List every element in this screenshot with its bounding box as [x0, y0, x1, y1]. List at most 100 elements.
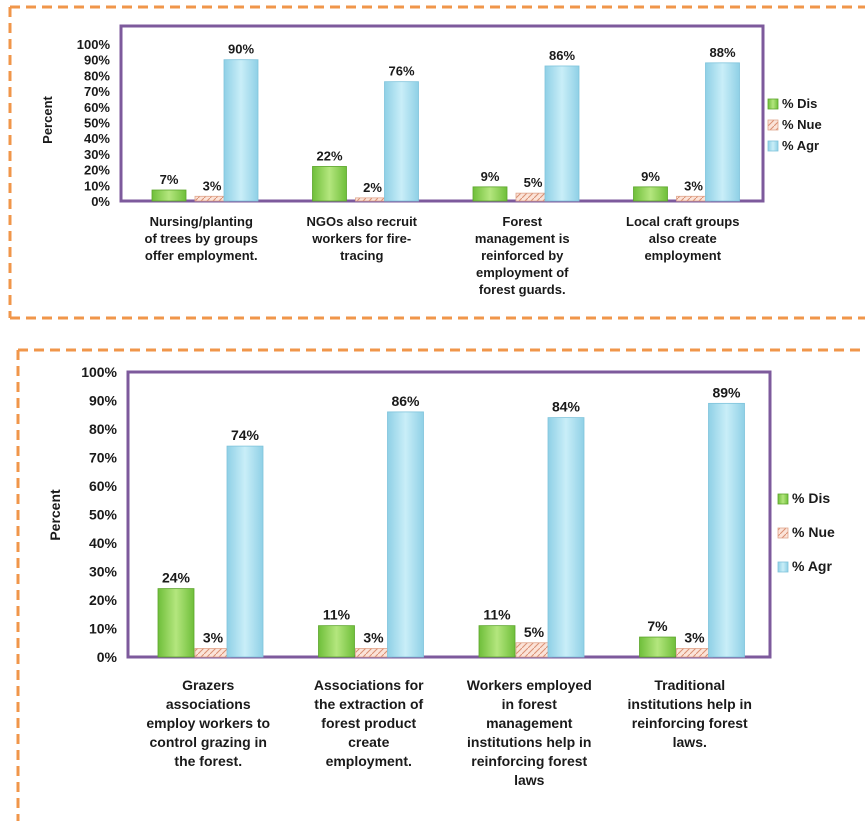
y-tick-label: 60% — [84, 100, 110, 115]
bar-agr — [226, 445, 264, 658]
bar-agr — [384, 81, 419, 202]
data-label: 88% — [709, 45, 735, 60]
category-label-line: the extraction of — [314, 696, 423, 712]
category-label: Associations for the extraction of forest … — [314, 677, 424, 769]
category-label: Traditional institutions help in reinforci… — [628, 677, 752, 750]
y-tick-label: 10% — [84, 178, 110, 193]
category-label-line: offer employment. — [145, 248, 258, 263]
y-tick-label: 40% — [84, 131, 110, 146]
category-label-line: Associations for — [314, 677, 424, 693]
y-tick-label: 20% — [89, 592, 118, 608]
category-label: Forest management is reinforced by employme… — [475, 214, 570, 297]
category-label-line: institutions help in — [467, 734, 591, 750]
data-label: 89% — [712, 384, 741, 400]
category-label-line: Local craft groups — [626, 214, 739, 229]
plot-frame — [119, 24, 765, 203]
bar-dis — [639, 636, 676, 658]
category-label-line: Grazers — [182, 677, 234, 693]
bar-dis — [478, 625, 516, 658]
legend-label: % Dis — [782, 96, 817, 111]
bar-nue — [194, 648, 232, 658]
legend-swatch — [767, 119, 779, 131]
bar-dis — [312, 166, 347, 202]
y-tick-label: 0% — [91, 194, 110, 209]
category-label-line: the forest. — [174, 753, 242, 769]
legend-swatch — [777, 561, 789, 573]
legend-label: % Nue — [782, 117, 822, 132]
category-label: Local craft groups also create employment — [626, 214, 739, 263]
legend-label: % Agr — [792, 558, 832, 574]
data-label: 9% — [641, 169, 660, 184]
bar-dis — [151, 189, 187, 202]
category-label-line: laws — [514, 772, 545, 788]
legend-label: % Dis — [792, 490, 830, 506]
bar-agr — [223, 59, 259, 202]
data-label: 2% — [363, 180, 382, 195]
y-tick-label: 60% — [89, 478, 118, 494]
y-tick-label: 100% — [81, 364, 117, 380]
bar-agr — [544, 65, 580, 202]
category-label-line: create — [348, 734, 389, 750]
y-tick-label: 50% — [84, 116, 110, 131]
data-label: 22% — [316, 148, 342, 163]
bar-dis — [472, 186, 508, 202]
panel-frame-top — [8, 5, 865, 320]
legend-swatch — [767, 98, 779, 110]
category-label-line: forest product — [321, 715, 416, 731]
category-label-line: associations — [166, 696, 251, 712]
legend-swatch — [777, 493, 789, 505]
y-tick-label: 0% — [97, 649, 118, 665]
data-label: 7% — [160, 172, 179, 187]
data-label: 5% — [524, 175, 543, 190]
data-label: 3% — [363, 629, 384, 645]
bar-dis — [633, 186, 668, 202]
category-label-line: Forest — [502, 214, 542, 229]
category-label: Workers employed in forest management insti… — [467, 677, 592, 788]
y-tick-label: 100% — [77, 37, 111, 52]
category-label-line: laws. — [673, 734, 707, 750]
y-tick-label: 30% — [84, 147, 110, 162]
category-label-line: employ workers to — [146, 715, 270, 731]
category-label: Nursing/planting of trees by groups offer … — [145, 214, 258, 263]
category-label-line: employment of — [476, 265, 569, 280]
category-label-line: reinforcing forest — [471, 753, 587, 769]
data-label: 7% — [647, 618, 668, 634]
y-axis-label: Percent — [40, 95, 55, 143]
bar-nue — [676, 648, 713, 658]
data-label: 76% — [388, 64, 414, 79]
legend-swatch — [767, 140, 779, 152]
category-label-line: reinforced by — [481, 248, 564, 263]
chart-top: 0%10%20%30%40%50%60%70%80%90%100%Percent… — [40, 24, 822, 297]
y-tick-label: 30% — [89, 564, 118, 580]
bar-nue — [355, 648, 392, 658]
legend-label: % Agr — [782, 138, 819, 153]
bar-agr — [708, 402, 745, 658]
data-label: 11% — [323, 607, 351, 623]
category-label-line: employment — [644, 248, 721, 263]
data-label: 24% — [162, 570, 191, 586]
bar-agr — [705, 62, 740, 202]
panel-frame-bottom — [16, 348, 865, 821]
data-label: 9% — [481, 169, 500, 184]
data-label: 86% — [549, 48, 575, 63]
category-label-line: management is — [475, 231, 570, 246]
data-label: 11% — [483, 607, 511, 623]
data-label: 3% — [203, 629, 224, 645]
bar-dis — [318, 625, 355, 658]
category-label: Grazers associations employ workers to cont… — [146, 677, 270, 769]
y-tick-label: 40% — [89, 535, 118, 551]
bar-agr — [387, 411, 424, 658]
y-tick-label: 90% — [89, 393, 118, 409]
legend-label: % Nue — [792, 524, 835, 540]
category-label-line: of trees by groups — [145, 231, 258, 246]
y-tick-label: 70% — [84, 84, 110, 99]
category-label-line: Workers employed — [467, 677, 592, 693]
category-label-line: workers for fire- — [311, 231, 411, 246]
category-label-line: employment. — [326, 753, 412, 769]
y-tick-label: 90% — [84, 53, 110, 68]
y-tick-label: 70% — [89, 450, 118, 466]
legend-swatch — [777, 527, 789, 539]
data-label: 5% — [524, 624, 545, 640]
category-label-line: NGOs also recruit — [306, 214, 417, 229]
